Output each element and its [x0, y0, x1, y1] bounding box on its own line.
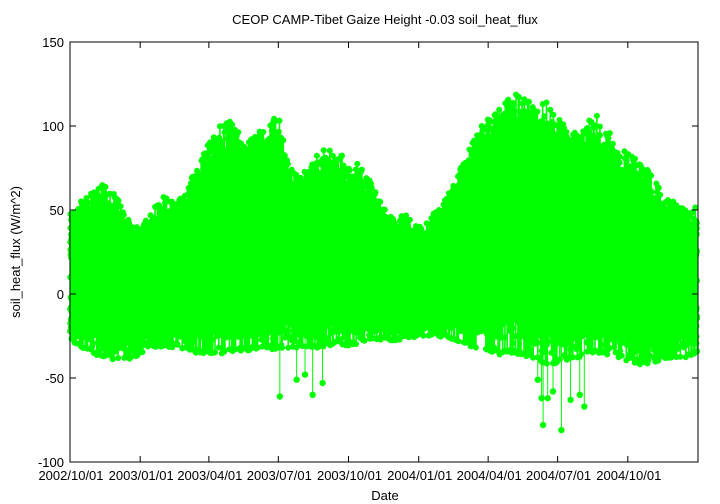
- y-tick-label: 0: [57, 287, 64, 302]
- series-layer: [67, 91, 701, 368]
- x-tick-label: 2003/04/01: [177, 468, 242, 483]
- outlier-point: [309, 391, 316, 398]
- outlier-point: [259, 324, 266, 331]
- x-tick-label: 2002/10/01: [38, 468, 103, 483]
- outlier-point: [544, 394, 551, 402]
- outlier-point: [558, 426, 565, 434]
- outlier-point: [293, 376, 300, 383]
- outlier-point: [534, 376, 541, 383]
- plot-frame: [69, 41, 699, 463]
- outlier-point: [539, 421, 547, 429]
- x-tick-label: 2004/07/01: [526, 468, 591, 483]
- outlier-point: [576, 391, 583, 398]
- y-tick-label: 100: [42, 119, 64, 134]
- y-axis: -100 -50 0 50 100 150: [38, 35, 698, 470]
- x-tick-label: 2003/07/01: [247, 468, 312, 483]
- chart-title: CEOP CAMP-Tibet Gaize Height -0.03 soil_…: [232, 12, 538, 27]
- x-tick-label: 2004/04/01: [457, 468, 522, 483]
- outlier-layer: [259, 324, 588, 434]
- outlier-point: [538, 394, 545, 402]
- x-tick-label: 2003/10/01: [317, 468, 382, 483]
- outlier-point: [581, 403, 588, 410]
- x-tick-label: 2003/01/01: [109, 468, 174, 483]
- y-tick-label: 150: [42, 35, 64, 50]
- x-axis-label: Date: [371, 488, 398, 503]
- outlier-point: [567, 396, 574, 404]
- y-tick-label: -100: [38, 455, 64, 470]
- x-tick-label: 2004/01/01: [387, 468, 452, 483]
- outlier-point: [276, 393, 284, 400]
- y-axis-label: soil_heat_flux (W/m^2): [8, 186, 23, 318]
- x-axis: 2002/10/01 2003/01/01 2003/04/01 2003/07/01…: [38, 42, 661, 483]
- y-tick-label: -50: [45, 371, 64, 386]
- x-tick-label: 2004/10/01: [596, 468, 661, 483]
- y-tick-label: 50: [50, 203, 64, 218]
- outlier-point: [549, 388, 557, 395]
- outlier-point: [319, 379, 326, 387]
- outlier-point: [301, 371, 309, 378]
